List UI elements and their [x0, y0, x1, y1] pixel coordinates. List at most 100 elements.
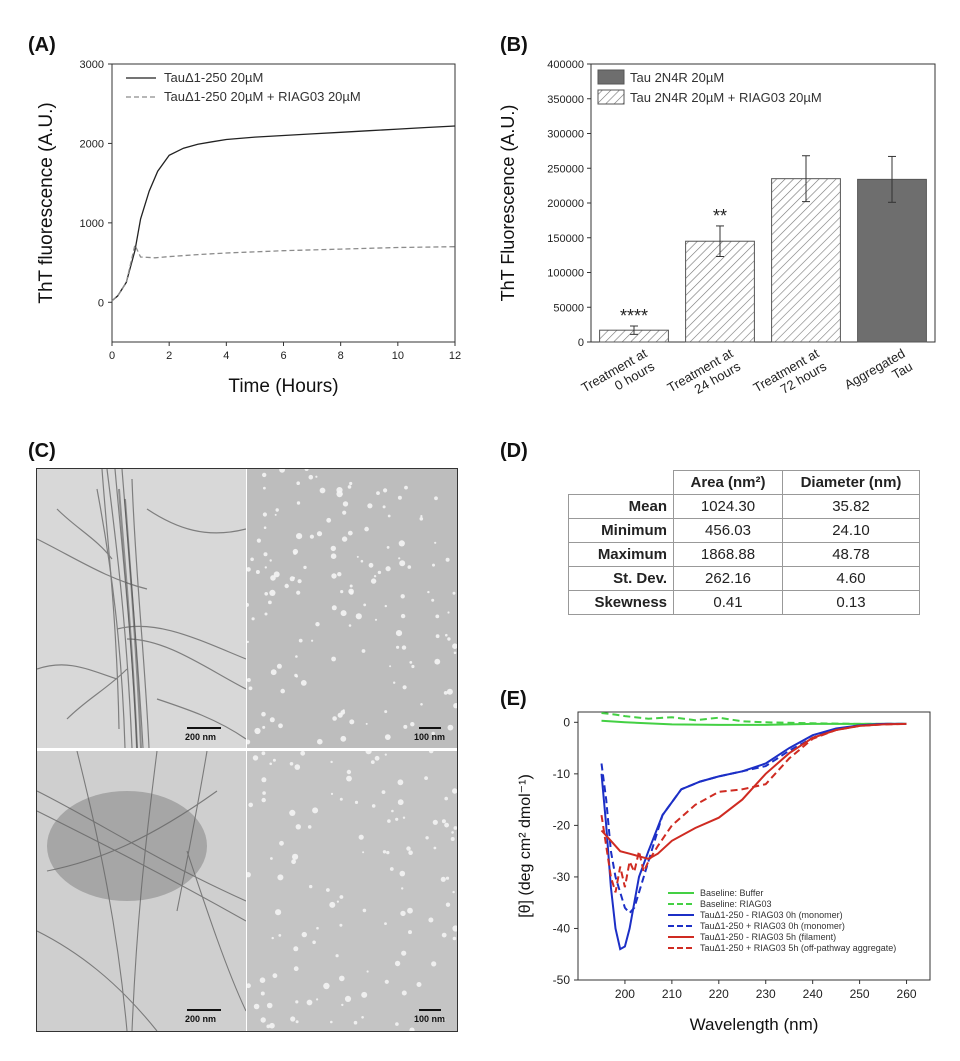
area-value: 1024.30: [673, 494, 783, 519]
oligomer-dot: [264, 566, 267, 569]
oligomer-dot: [399, 870, 406, 877]
legend-label: TauΔ1-250 - RIAG03 5h (filament): [700, 932, 836, 942]
oligomer-dot: [340, 610, 347, 617]
x-tick-label: 260: [897, 987, 917, 1001]
x-axis-label: Wavelength (nm): [690, 1015, 819, 1034]
oligomer-dot: [248, 686, 253, 691]
x-axis-label: Time (Hours): [228, 376, 338, 397]
oligomer-dot: [272, 973, 278, 979]
oligomer-dot: [340, 590, 344, 594]
panel-label-c: (C): [28, 440, 56, 462]
chart-b-tht-bars: 0 50000 100000 150000 200000 250000 300000 3500…: [498, 59, 936, 408]
oligomer-dot: [424, 776, 428, 780]
oligomer-dot: [312, 940, 316, 945]
oligomer-dot: [329, 901, 336, 908]
oligomer-dot: [452, 936, 457, 941]
plot-frame: [577, 711, 931, 981]
oligomer-dot: [248, 802, 253, 808]
oligomer-dot: [374, 755, 380, 761]
y-tick-label: 0: [563, 715, 570, 729]
bar-3: [857, 178, 927, 343]
oligomer-dot: [395, 630, 403, 637]
x-tick-label: 210: [662, 987, 682, 1001]
oligomer-dot: [247, 739, 251, 745]
y-tick-label: 0: [578, 337, 584, 349]
oligomer-dot: [441, 932, 447, 938]
oligomer-dot: [295, 824, 301, 830]
header-area: Area (nm²): [673, 470, 783, 495]
oligomer-dot: [269, 559, 272, 562]
significance-label: **: [713, 206, 727, 226]
oligomer-dot: [427, 590, 430, 594]
y-tick-label: 3000: [80, 59, 104, 71]
oligomer-dot: [279, 840, 284, 846]
y-tick-label: 1000: [80, 218, 104, 230]
oligomer-dot: [346, 769, 352, 775]
oligomer-dot: [269, 589, 276, 596]
oligomer-dot: [384, 604, 387, 608]
scale-bar-label: 100 nm: [414, 1014, 446, 1024]
oligomer-dot: [396, 645, 400, 649]
oligomer-dot: [251, 617, 255, 621]
oligomer-dot: [336, 487, 343, 494]
y-tick-label: 2000: [80, 138, 104, 150]
x-tick-label: 200: [615, 987, 635, 1001]
oligomer-dot: [377, 570, 382, 575]
bar-2: [771, 178, 841, 343]
oligomer-dot: [384, 979, 389, 984]
oligomer-dot: [395, 1022, 399, 1026]
series-line-5: [600, 722, 907, 893]
row-label: Skewness: [568, 590, 674, 615]
oligomer-dot: [365, 751, 372, 755]
tem-micrograph-grid: 200 nm 100 nm 200 nm 100 nm: [36, 468, 458, 1032]
legend-label: Tau 2N4R 20µM: [630, 70, 724, 85]
oligomer-dot: [277, 874, 284, 881]
oligomer-dot: [346, 775, 352, 782]
oligomer-dot: [428, 751, 434, 754]
row-label: Minimum: [568, 518, 674, 543]
scale-bar-label: 200 nm: [185, 732, 217, 742]
oligomer-dot: [434, 541, 437, 544]
area-value: 0.41: [673, 590, 783, 615]
oligomer-dot: [261, 711, 266, 717]
plot-frame: [111, 63, 456, 343]
oligomer-dot: [432, 819, 438, 825]
oligomer-dot: [247, 983, 251, 989]
category-label: Treatment at0 hours: [579, 345, 658, 408]
oligomer-dot: [370, 760, 375, 764]
diameter-value: 0.13: [782, 590, 920, 615]
oligomer-dot: [269, 717, 275, 723]
oligomer-dot: [391, 809, 394, 813]
oligomer-dot: [303, 565, 307, 570]
oligomer-dot: [453, 703, 457, 709]
oligomer-dot: [445, 902, 451, 907]
oligomer-dot: [382, 505, 386, 509]
scale-bar-line: [187, 727, 221, 729]
oligomer-dot: [301, 931, 307, 938]
oligomer-dot: [433, 846, 437, 850]
series-line-0: [111, 125, 456, 302]
oligomer-dot: [444, 822, 449, 828]
oligomer-dot: [264, 592, 268, 596]
oligomer-dot: [247, 640, 249, 644]
oligomer-dot: [450, 837, 455, 841]
series-line-3: [600, 722, 907, 915]
oligomer-dot: [264, 612, 268, 616]
chart-e-circular-dichroism: 200 210 220 230 240 250 260 0 -10 -20 -30 -40 -50 Wav…: [517, 711, 931, 1034]
oligomer-dot: [445, 876, 450, 880]
oligomer-dot: [290, 1016, 296, 1022]
oligomer-dot: [269, 1022, 275, 1029]
oligomer-dot: [400, 594, 405, 599]
oligomer-dot: [381, 790, 386, 794]
oligomer-dot: [347, 485, 352, 489]
oligomer-dot: [316, 998, 319, 1001]
category-label: Treatment at24 hours: [665, 345, 744, 408]
oligomer-dot: [397, 799, 404, 806]
oligomer-dot: [444, 796, 448, 801]
oligomer-dot: [401, 990, 407, 996]
oligomer-dot: [315, 622, 320, 627]
oligomer-dot: [347, 530, 353, 536]
oligomer-texture-top: [247, 469, 457, 745]
oligomer-dot: [407, 565, 412, 569]
oligomer-dot: [295, 1020, 299, 1024]
